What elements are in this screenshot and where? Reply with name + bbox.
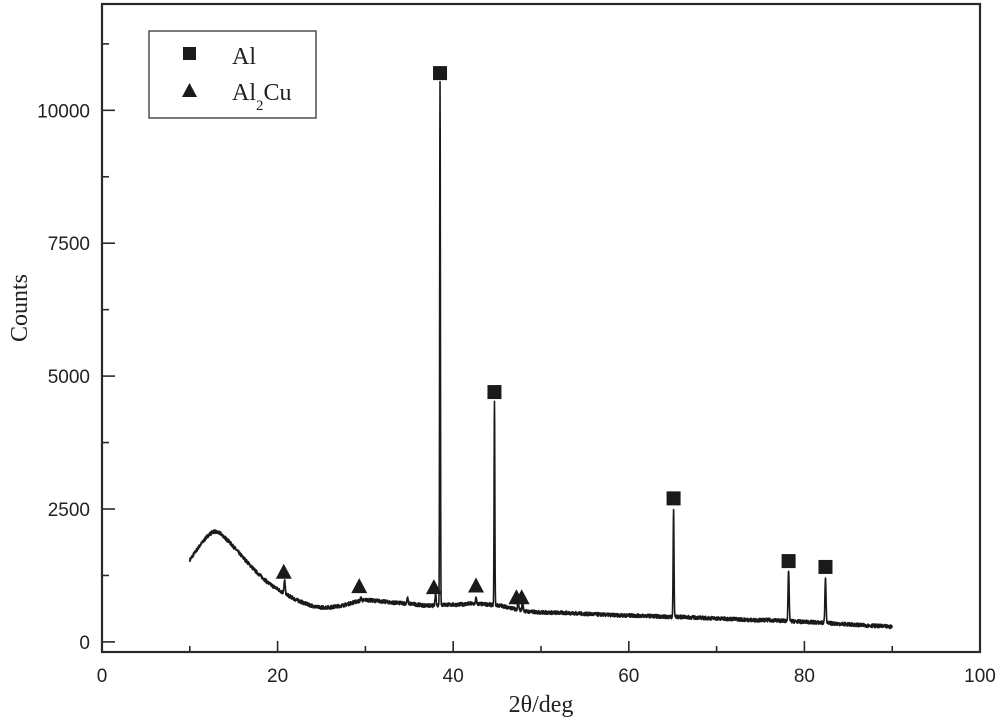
x-tick-label: 80	[794, 666, 815, 687]
y-axis-title: Counts	[7, 274, 33, 342]
al-square-marker-icon	[433, 66, 448, 81]
al-square-marker-icon	[781, 554, 796, 569]
al2cu-triangle-marker-icon	[351, 578, 368, 594]
y-tick-label: 5000	[48, 367, 90, 388]
al-square-marker-icon	[818, 559, 833, 574]
legend-label-al2cu-main: Al	[232, 80, 256, 106]
xrd-curve	[189, 80, 893, 630]
al2cu-triangle-marker-icon	[275, 563, 292, 579]
y-tick-label: 10000	[37, 101, 90, 122]
xrd-series	[189, 80, 893, 630]
al-square-marker-icon	[666, 491, 681, 506]
legend-triangle-icon	[182, 83, 197, 97]
y-axis: 0 2500 5000 7500 10000	[37, 43, 115, 654]
legend-label-al2cu-tail: Cu	[264, 80, 292, 106]
x-axis-title: 2θ/deg	[509, 692, 574, 718]
y-tick-label: 0	[79, 633, 90, 654]
legend-square-icon	[183, 47, 196, 60]
x-tick-label: 100	[964, 666, 996, 687]
x-tick-label: 60	[618, 666, 639, 687]
legend-label-al2cu: Al2Cu	[232, 80, 292, 114]
al-square-marker-icon	[487, 385, 502, 400]
x-axis: 0 20 40 60 80 100	[97, 641, 996, 687]
x-tick-label: 20	[267, 666, 288, 687]
phase-markers	[275, 66, 833, 605]
legend-box	[148, 30, 317, 119]
al2cu-triangle-marker-icon	[425, 579, 442, 595]
al2cu-triangle-marker-icon	[468, 577, 485, 593]
x-tick-label: 0	[97, 666, 108, 687]
y-tick-label: 7500	[48, 234, 90, 255]
legend: Al Al2Cu	[148, 30, 317, 119]
legend-label-al2cu-sub: 2	[256, 98, 264, 114]
legend-label-al: Al	[232, 44, 256, 70]
al2cu-triangle-marker-icon	[513, 589, 530, 605]
x-tick-label: 40	[443, 666, 464, 687]
y-tick-label: 2500	[48, 500, 90, 521]
